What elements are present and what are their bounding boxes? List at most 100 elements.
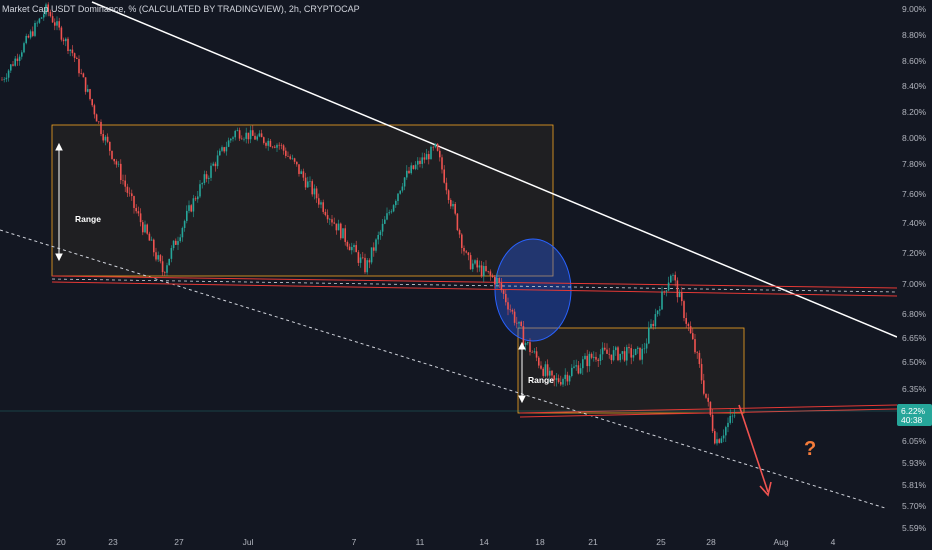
candle-body bbox=[73, 53, 76, 58]
candle-body bbox=[205, 174, 208, 179]
candle-body bbox=[615, 347, 617, 351]
candle-body bbox=[100, 121, 102, 135]
candle-body bbox=[56, 21, 58, 26]
candle-body bbox=[703, 380, 705, 394]
candle-body bbox=[476, 260, 478, 268]
candle-body bbox=[502, 290, 505, 294]
candle-body bbox=[731, 415, 734, 417]
time-axis[interactable] bbox=[0, 533, 897, 550]
candle-body bbox=[443, 169, 445, 183]
candle-body bbox=[586, 355, 588, 367]
x-tick-label: 27 bbox=[174, 537, 184, 547]
candle-body bbox=[716, 439, 718, 444]
candle-body bbox=[450, 199, 452, 207]
candle-body bbox=[128, 192, 131, 194]
candle-body bbox=[245, 132, 247, 139]
candle-body bbox=[186, 210, 188, 221]
candle-body bbox=[441, 157, 443, 170]
candle-body bbox=[714, 431, 716, 444]
candle-body bbox=[439, 150, 441, 158]
candle-body bbox=[25, 35, 27, 44]
candle-body bbox=[364, 257, 366, 273]
candle-body bbox=[410, 165, 412, 174]
candle-body bbox=[467, 252, 470, 256]
y-tick-label: 8.20% bbox=[902, 107, 927, 117]
x-tick-label: 14 bbox=[479, 537, 489, 547]
candle-body bbox=[355, 245, 357, 253]
candle-body bbox=[175, 240, 177, 245]
candle-body bbox=[348, 246, 351, 251]
candle-body bbox=[269, 140, 272, 147]
candle-body bbox=[643, 348, 646, 350]
y-tick-label: 9.00% bbox=[902, 4, 927, 14]
candle-body bbox=[485, 266, 487, 272]
candle-body bbox=[379, 231, 382, 235]
candle-body bbox=[54, 22, 56, 26]
candle-body bbox=[705, 393, 707, 398]
candle-body bbox=[3, 79, 5, 80]
candle-body bbox=[452, 203, 454, 207]
y-tick-label: 7.20% bbox=[902, 248, 927, 258]
candle-body bbox=[549, 370, 551, 376]
candle-body bbox=[516, 322, 518, 324]
candle-body bbox=[465, 251, 467, 253]
candle-body bbox=[456, 213, 459, 231]
candle-body bbox=[84, 77, 87, 92]
candle-body bbox=[322, 202, 324, 212]
candle-body bbox=[425, 154, 428, 160]
y-tick-label: 5.59% bbox=[902, 523, 927, 533]
candle-body bbox=[626, 347, 628, 361]
candle-body bbox=[69, 49, 71, 51]
candle-body bbox=[408, 170, 410, 174]
candle-body bbox=[645, 343, 648, 349]
candle-body bbox=[663, 291, 665, 293]
candle-body bbox=[65, 38, 67, 42]
candle-body bbox=[236, 130, 239, 131]
candle-body bbox=[32, 31, 34, 36]
candle-body bbox=[428, 154, 430, 160]
candle-body bbox=[359, 257, 362, 263]
range-label-1: Range bbox=[75, 214, 101, 224]
candle-body bbox=[29, 31, 32, 38]
candle-body bbox=[40, 17, 43, 19]
candle-body bbox=[654, 314, 657, 327]
candle-body bbox=[197, 196, 199, 200]
candle-body bbox=[216, 155, 219, 167]
candle-body bbox=[146, 224, 148, 234]
candle-body bbox=[137, 211, 140, 214]
candle-body bbox=[375, 239, 377, 251]
candle-body bbox=[302, 171, 305, 178]
candle-body bbox=[133, 196, 135, 208]
candle-body bbox=[430, 146, 432, 160]
candle-body bbox=[201, 183, 203, 185]
candle-body bbox=[10, 64, 12, 71]
candle-body bbox=[432, 146, 434, 148]
candle-body bbox=[296, 161, 298, 165]
candle-body bbox=[447, 190, 450, 200]
candle-body bbox=[285, 150, 287, 156]
candle-body bbox=[544, 364, 547, 376]
candle-body bbox=[124, 180, 126, 187]
candle-body bbox=[337, 223, 340, 231]
candle-body bbox=[16, 58, 19, 62]
y-tick-label: 7.60% bbox=[902, 189, 927, 199]
candle-body bbox=[181, 227, 184, 238]
resistance-trendline bbox=[91, 1, 898, 338]
candle-body bbox=[60, 27, 63, 40]
candle-body bbox=[326, 215, 329, 220]
candle-body bbox=[12, 64, 14, 66]
price-axis[interactable] bbox=[897, 0, 932, 550]
candle-body bbox=[390, 211, 393, 213]
candle-body bbox=[353, 245, 355, 248]
candle-body bbox=[601, 347, 604, 355]
candle-body bbox=[540, 365, 542, 369]
candle-body bbox=[157, 255, 159, 260]
candle-body bbox=[489, 271, 492, 276]
x-tick-label: 11 bbox=[416, 537, 425, 547]
candle-body bbox=[733, 415, 736, 417]
x-axis: 20 23 27 Jul 7 11 14 18 21 25 28 Aug 4 bbox=[56, 537, 835, 547]
candle-body bbox=[676, 280, 679, 298]
candle-body bbox=[568, 375, 571, 382]
candle-body bbox=[529, 342, 531, 352]
